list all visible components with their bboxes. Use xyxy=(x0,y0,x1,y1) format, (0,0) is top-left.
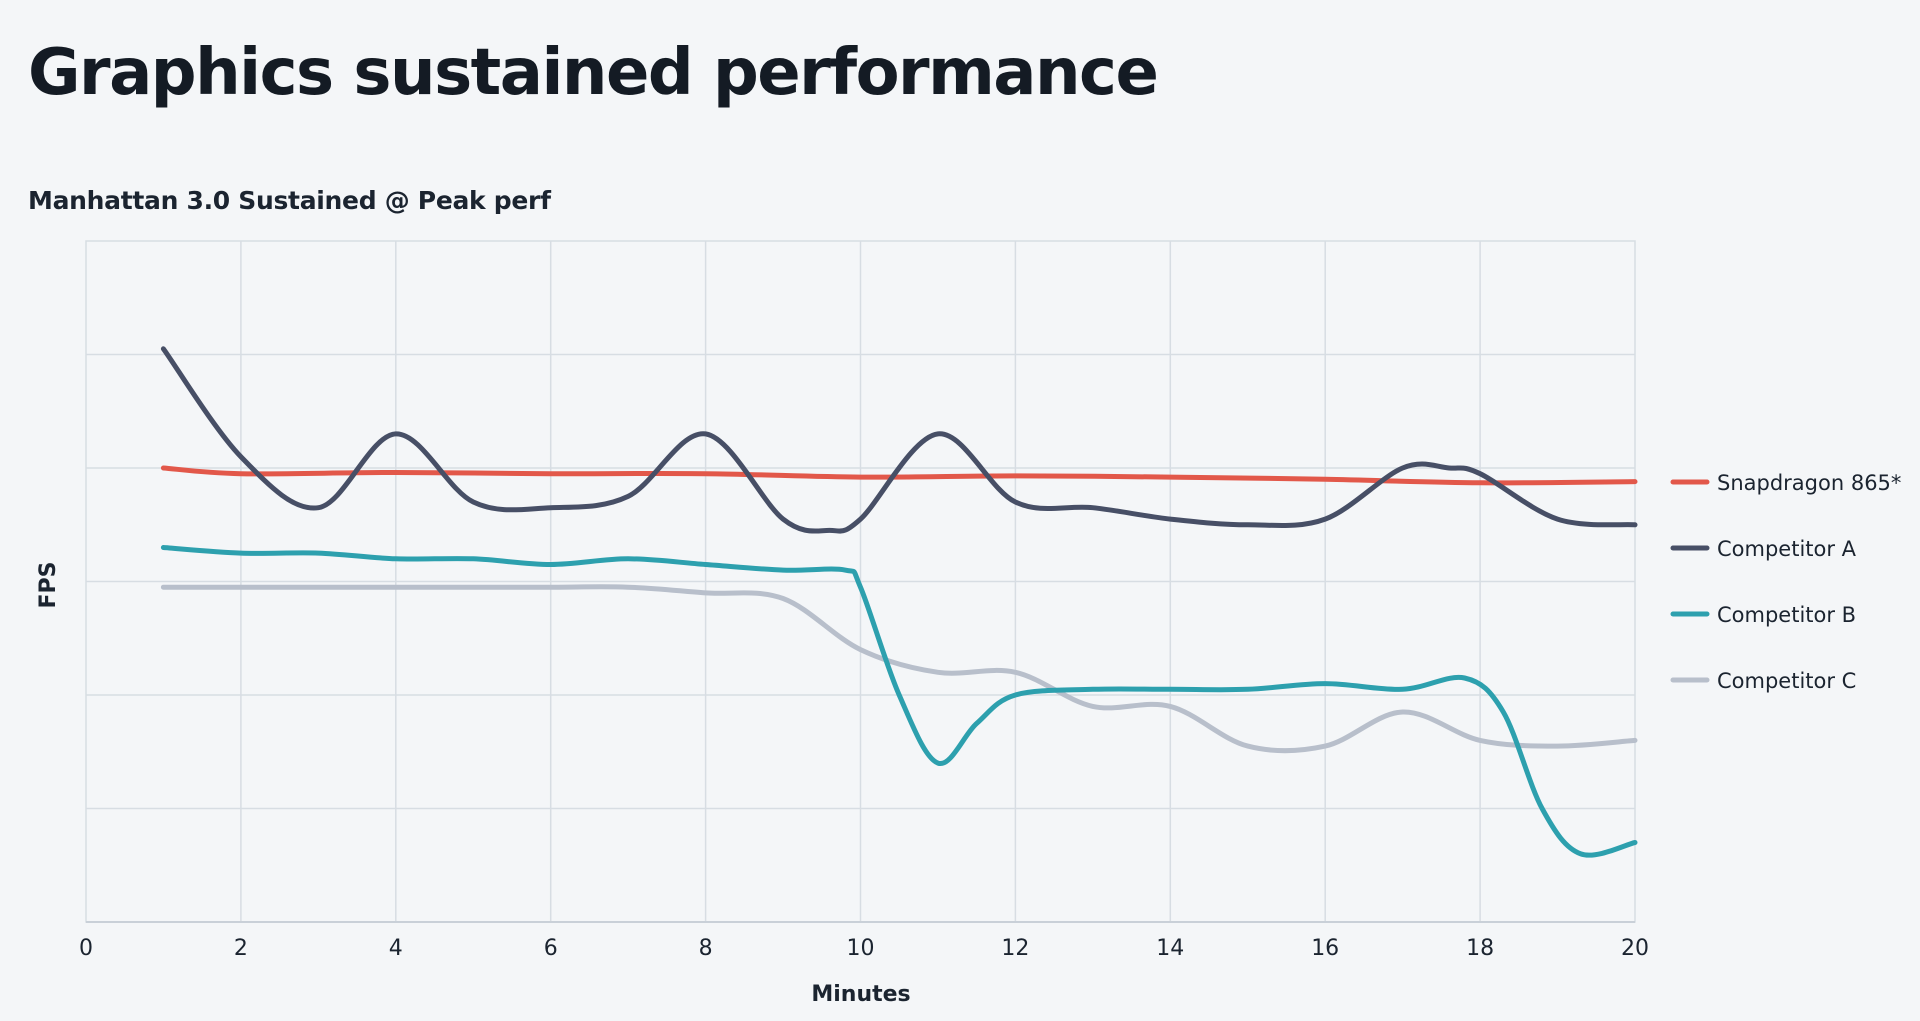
x-tick-label: 20 xyxy=(1621,936,1649,961)
y-axis-title: FPS xyxy=(36,562,61,609)
x-tick-label: 0 xyxy=(79,936,93,961)
x-tick-label: 6 xyxy=(544,936,558,961)
chart-series xyxy=(160,346,1638,858)
legend-label-competitor-a: Competitor A xyxy=(1717,537,1857,561)
x-tick-label: 8 xyxy=(699,936,713,961)
series-line-competitor-a xyxy=(160,346,1638,534)
series-line-competitor-c xyxy=(160,584,1638,754)
x-tick-label: 18 xyxy=(1466,936,1494,961)
series-line-competitor-b xyxy=(160,545,1638,858)
chart-legend: Snapdragon 865* Competitor A Competitor B C… xyxy=(1670,471,1901,693)
legend-label-competitor-b: Competitor B xyxy=(1717,603,1856,627)
x-tick-label: 4 xyxy=(389,936,403,961)
legend-label-snapdragon-865: Snapdragon 865* xyxy=(1717,471,1901,495)
x-axis-title: Minutes xyxy=(811,982,910,1007)
chart-axes: 0 2 4 6 8 10 12 14 16 18 20 xyxy=(79,921,1649,961)
x-tick-label: 10 xyxy=(847,936,875,961)
x-tick-label: 12 xyxy=(1001,936,1029,961)
chart-title: Manhattan 3.0 Sustained @ Peak perf xyxy=(28,186,551,215)
x-tick-label: 2 xyxy=(234,936,248,961)
legend-label-competitor-c: Competitor C xyxy=(1717,669,1856,693)
chart-grid xyxy=(85,240,1636,923)
x-tick-label: 16 xyxy=(1311,936,1339,961)
x-tick-label: 14 xyxy=(1156,936,1184,961)
page-title: Graphics sustained performance xyxy=(28,36,1159,110)
